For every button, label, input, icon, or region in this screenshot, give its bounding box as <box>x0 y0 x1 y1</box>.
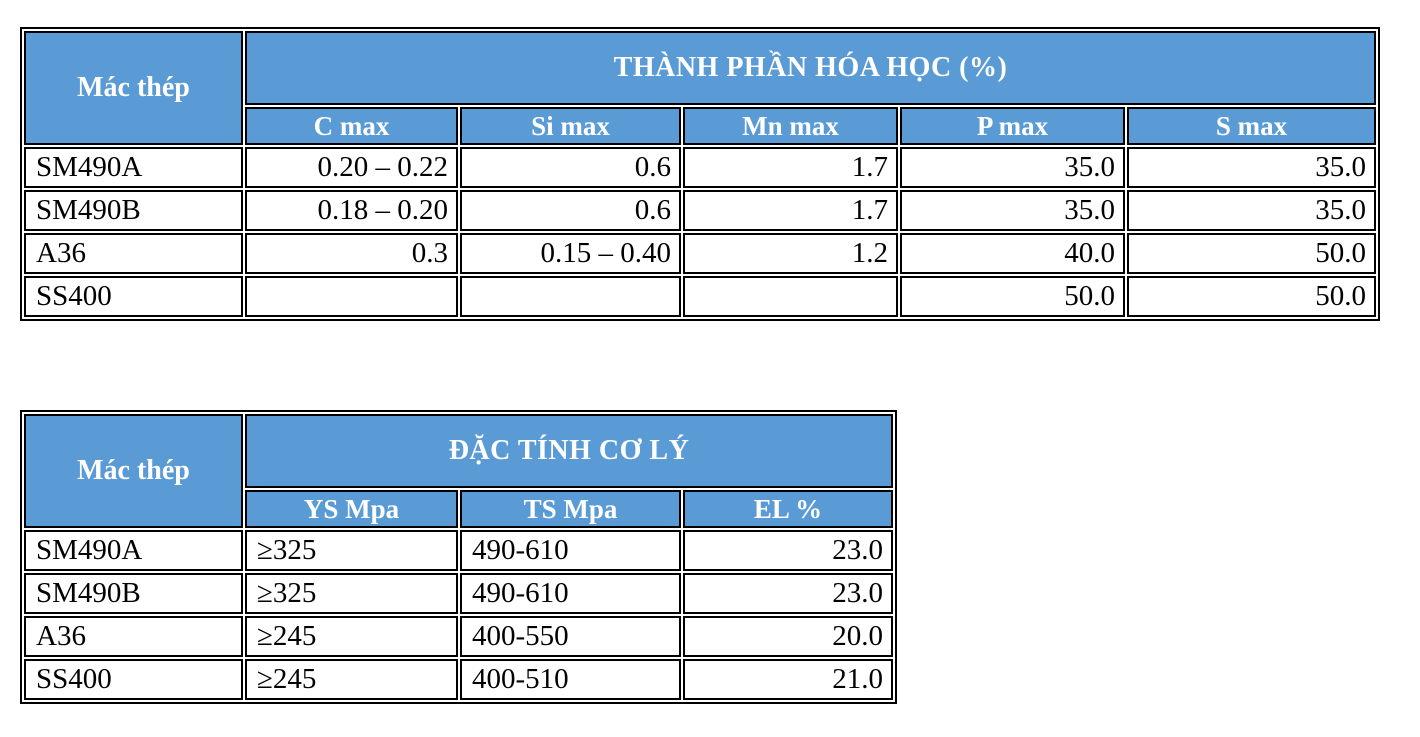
value-cell <box>683 276 898 317</box>
table-row: A36 ≥245 400-550 20.0 <box>24 616 893 657</box>
grade-cell: SS400 <box>24 276 243 317</box>
grade-cell: SM490A <box>24 147 243 188</box>
value-cell: ≥325 <box>245 530 458 571</box>
value-cell: 490-610 <box>460 530 681 571</box>
value-cell <box>245 276 458 317</box>
value-cell: 1.7 <box>683 147 898 188</box>
value-cell: 50.0 <box>900 276 1125 317</box>
value-cell: 23.0 <box>683 530 893 571</box>
table2-column-header-el: EL % <box>683 490 893 528</box>
value-cell: ≥245 <box>245 616 458 657</box>
table1-group-header: THÀNH PHẦN HÓA HỌC (%) <box>245 31 1376 105</box>
table-row: SM490B 0.18 – 0.20 0.6 1.7 35.0 35.0 <box>24 190 1376 231</box>
table2-corner-header: Mác thép <box>24 414 243 528</box>
chemical-composition-table: Mác thép THÀNH PHẦN HÓA HỌC (%) C max Si… <box>20 27 1380 321</box>
value-cell: 35.0 <box>1127 190 1376 231</box>
value-cell: 0.6 <box>460 147 681 188</box>
grade-cell: SM490B <box>24 190 243 231</box>
value-cell: 35.0 <box>900 190 1125 231</box>
value-cell: 0.3 <box>245 233 458 274</box>
table1-column-header-s-max: S max <box>1127 107 1376 145</box>
table2-column-header-ts: TS Mpa <box>460 490 681 528</box>
table2-group-header: ĐẶC TÍNH CƠ LÝ <box>245 414 893 488</box>
value-cell: 40.0 <box>900 233 1125 274</box>
value-cell: 0.18 – 0.20 <box>245 190 458 231</box>
value-cell: 1.7 <box>683 190 898 231</box>
value-cell: 50.0 <box>1127 276 1376 317</box>
value-cell: ≥325 <box>245 573 458 614</box>
table-row: A36 0.3 0.15 – 0.40 1.2 40.0 50.0 <box>24 233 1376 274</box>
value-cell: 20.0 <box>683 616 893 657</box>
table1-column-header-p-max: P max <box>900 107 1125 145</box>
grade-cell: SM490A <box>24 530 243 571</box>
grade-cell: A36 <box>24 616 243 657</box>
table2-subheader-row: YS Mpa TS Mpa EL % <box>24 490 893 528</box>
value-cell: 400-550 <box>460 616 681 657</box>
value-cell: 50.0 <box>1127 233 1376 274</box>
table1-column-header-c-max: C max <box>245 107 458 145</box>
value-cell: 0.15 – 0.40 <box>460 233 681 274</box>
table-row: SM490A 0.20 – 0.22 0.6 1.7 35.0 35.0 <box>24 147 1376 188</box>
table-row: SM490A ≥325 490-610 23.0 <box>24 530 893 571</box>
value-cell: 21.0 <box>683 659 893 700</box>
table2-column-header-ys: YS Mpa <box>245 490 458 528</box>
value-cell: 0.20 – 0.22 <box>245 147 458 188</box>
value-cell: 490-610 <box>460 573 681 614</box>
grade-cell: SM490B <box>24 573 243 614</box>
table1-column-header-si-max: Si max <box>460 107 681 145</box>
table1-subheader-row: C max Si max Mn max P max S max <box>24 107 1376 145</box>
value-cell <box>460 276 681 317</box>
value-cell: 0.6 <box>460 190 681 231</box>
value-cell: 35.0 <box>900 147 1125 188</box>
table1-column-header-mn-max: Mn max <box>683 107 898 145</box>
table1-corner-header: Mác thép <box>24 31 243 145</box>
value-cell: 23.0 <box>683 573 893 614</box>
value-cell: 35.0 <box>1127 147 1376 188</box>
value-cell: 1.2 <box>683 233 898 274</box>
grade-cell: A36 <box>24 233 243 274</box>
value-cell: ≥245 <box>245 659 458 700</box>
value-cell: 400-510 <box>460 659 681 700</box>
grade-cell: SS400 <box>24 659 243 700</box>
table-row: SM490B ≥325 490-610 23.0 <box>24 573 893 614</box>
mechanical-properties-table: Mác thép ĐẶC TÍNH CƠ LÝ YS Mpa TS Mpa EL… <box>20 410 897 704</box>
table-row: SS400 ≥245 400-510 21.0 <box>24 659 893 700</box>
table-row: SS400 50.0 50.0 <box>24 276 1376 317</box>
